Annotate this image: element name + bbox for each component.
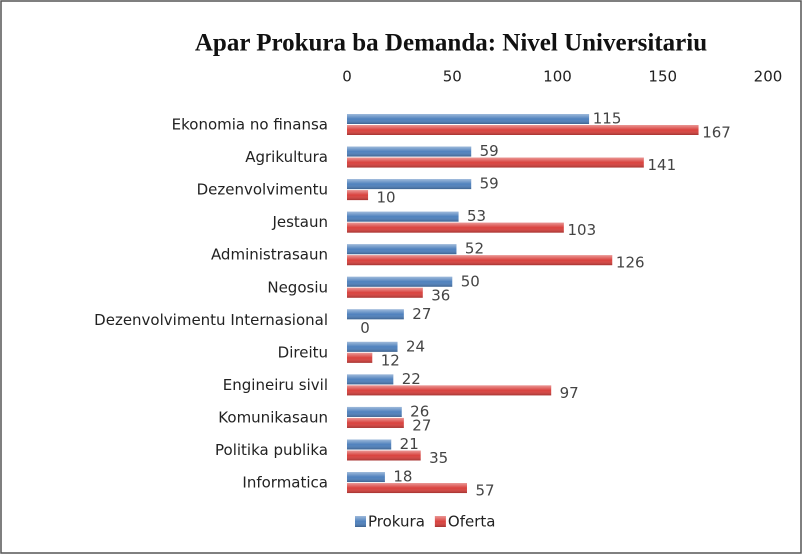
bar-shade bbox=[347, 352, 373, 363]
x-tick-label: 50 bbox=[443, 68, 462, 86]
y-tick-label: Jestaun bbox=[271, 213, 328, 231]
value-label: 126 bbox=[616, 254, 645, 272]
value-label: 141 bbox=[647, 156, 676, 174]
chart-title: Apar Prokura ba Demanda: Nivel Universit… bbox=[195, 30, 707, 57]
bar-shade bbox=[347, 385, 552, 396]
y-tick-label: Agrikultura bbox=[245, 148, 328, 166]
bar-shade bbox=[347, 255, 613, 266]
value-label: 167 bbox=[702, 124, 731, 142]
bar-shade bbox=[347, 190, 369, 201]
value-label: 97 bbox=[560, 384, 579, 402]
value-label: 59 bbox=[480, 142, 499, 160]
value-label: 103 bbox=[567, 221, 596, 239]
bar-shade bbox=[347, 374, 394, 385]
bar-shade bbox=[347, 114, 590, 124]
bar-shade bbox=[347, 157, 644, 168]
value-label: 12 bbox=[381, 351, 400, 369]
y-tick-label: Komunikasaun bbox=[218, 408, 328, 426]
x-tick-label: 150 bbox=[648, 68, 677, 86]
bar-shade bbox=[347, 309, 404, 320]
value-label: 36 bbox=[431, 286, 450, 304]
value-label: 18 bbox=[393, 468, 412, 486]
bar-shade bbox=[347, 450, 421, 461]
value-label: 27 bbox=[412, 305, 431, 323]
bar-shade bbox=[347, 341, 398, 352]
value-label: 59 bbox=[480, 175, 499, 193]
x-tick-label: 200 bbox=[754, 68, 783, 86]
legend-swatch-shade bbox=[434, 516, 446, 527]
value-label: 0 bbox=[360, 319, 370, 337]
y-tick-label: Politika publika bbox=[215, 441, 328, 459]
value-label: 10 bbox=[377, 189, 396, 207]
y-tick-label: Informatica bbox=[242, 474, 328, 492]
value-label: 50 bbox=[461, 272, 480, 290]
value-label: 22 bbox=[402, 370, 421, 388]
value-label: 21 bbox=[400, 435, 419, 453]
bar-shade bbox=[347, 417, 404, 428]
bar-shade bbox=[347, 287, 423, 298]
bar-shade bbox=[347, 146, 472, 157]
value-label: 115 bbox=[593, 110, 622, 128]
value-label: 52 bbox=[465, 240, 484, 258]
y-tick-label: Negosiu bbox=[267, 278, 328, 296]
value-label: 35 bbox=[429, 449, 448, 467]
value-label: 24 bbox=[406, 337, 425, 355]
bar-shade bbox=[347, 222, 564, 233]
bar-shade bbox=[347, 125, 699, 135]
x-tick-label: 0 bbox=[342, 68, 352, 86]
y-tick-label: Direitu bbox=[278, 343, 328, 361]
y-tick-label: Dezenvolvimentu Internasional bbox=[94, 311, 328, 329]
legend-label: Prokura bbox=[368, 513, 425, 531]
bar-shade bbox=[347, 211, 459, 222]
bar-shade bbox=[347, 483, 467, 494]
bar-shade bbox=[347, 472, 385, 483]
legend-label: Oferta bbox=[448, 513, 496, 531]
value-label: 53 bbox=[467, 207, 486, 225]
y-tick-label: Dezenvolvimentu bbox=[197, 181, 328, 199]
legend-swatch-shade bbox=[355, 516, 366, 527]
x-tick-label: 100 bbox=[543, 68, 572, 86]
y-tick-label: Engineiru sivil bbox=[223, 376, 328, 394]
y-tick-label: Ekonomia no finansa bbox=[172, 116, 328, 134]
bar-shade bbox=[347, 406, 402, 417]
bar-shade bbox=[347, 179, 472, 190]
bar-shade bbox=[347, 439, 392, 450]
y-tick-label: Administrasaun bbox=[211, 246, 328, 264]
bar-shade bbox=[347, 276, 453, 287]
value-label: 27 bbox=[412, 416, 431, 434]
bar-shade bbox=[347, 244, 457, 255]
value-label: 26 bbox=[410, 402, 429, 420]
value-label: 57 bbox=[475, 482, 494, 500]
